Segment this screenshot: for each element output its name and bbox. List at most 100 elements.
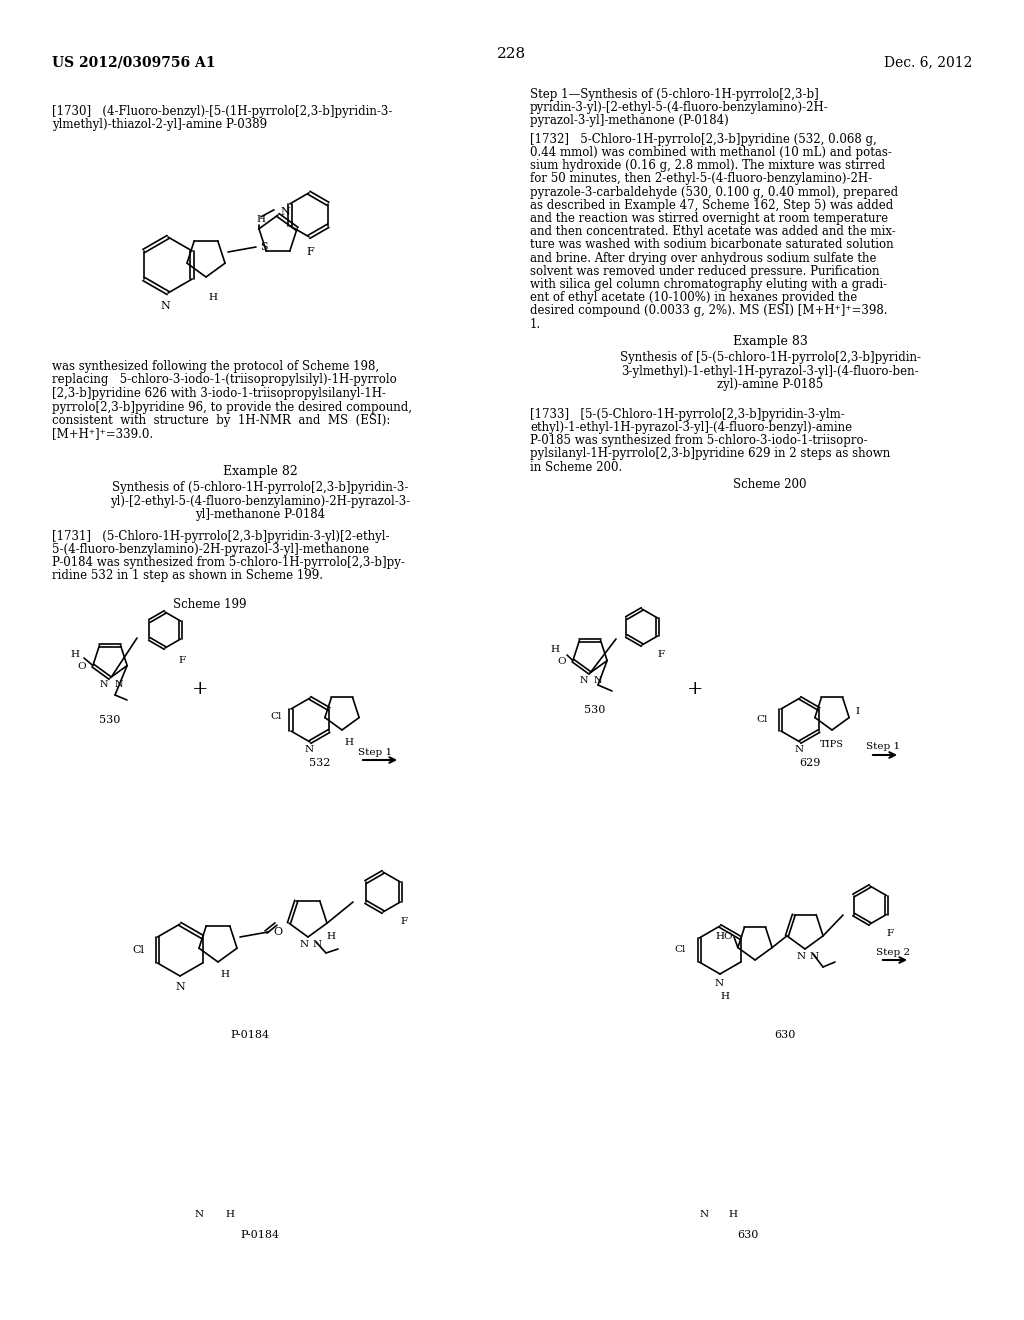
Text: Step 1: Step 1 bbox=[866, 742, 900, 751]
Text: 530: 530 bbox=[585, 705, 605, 715]
Text: N: N bbox=[313, 940, 323, 949]
Text: P-0184 was synthesized from 5-chloro-1H-pyrrolo[2,3-b]py-: P-0184 was synthesized from 5-chloro-1H-… bbox=[52, 556, 404, 569]
Text: [1731]   (5-Chloro-1H-pyrrolo[2,3-b]pyridin-3-yl)[2-ethyl-: [1731] (5-Chloro-1H-pyrrolo[2,3-b]pyridi… bbox=[52, 531, 389, 543]
Text: 630: 630 bbox=[774, 1030, 796, 1040]
Text: H: H bbox=[326, 932, 335, 941]
Text: replacing   5-chloro-3-iodo-1-(triisopropylsilyl)-1H-pyrrolo: replacing 5-chloro-3-iodo-1-(triisopropy… bbox=[52, 374, 396, 387]
Text: I: I bbox=[855, 708, 859, 715]
Text: Example 83: Example 83 bbox=[732, 335, 808, 348]
Text: N: N bbox=[715, 979, 724, 987]
Text: F: F bbox=[306, 247, 313, 257]
Text: Cl: Cl bbox=[674, 945, 685, 954]
Text: Scheme 200: Scheme 200 bbox=[733, 478, 807, 491]
Text: 630: 630 bbox=[737, 1230, 759, 1239]
Text: +: + bbox=[191, 680, 208, 698]
Text: N: N bbox=[795, 744, 804, 754]
Text: N: N bbox=[115, 680, 124, 689]
Text: P-0184: P-0184 bbox=[230, 1030, 269, 1040]
Text: and brine. After drying over anhydrous sodium sulfate the: and brine. After drying over anhydrous s… bbox=[530, 252, 877, 264]
Text: HO: HO bbox=[715, 932, 732, 941]
Text: N: N bbox=[195, 1210, 204, 1218]
Text: N: N bbox=[160, 301, 170, 312]
Text: ylmethyl)-thiazol-2-yl]-amine P-0389: ylmethyl)-thiazol-2-yl]-amine P-0389 bbox=[52, 117, 267, 131]
Text: Scheme 199: Scheme 199 bbox=[173, 598, 247, 611]
Text: F: F bbox=[178, 656, 185, 665]
Text: ridine 532 in 1 step as shown in Scheme 199.: ridine 532 in 1 step as shown in Scheme … bbox=[52, 569, 323, 582]
Text: Step 1: Step 1 bbox=[358, 748, 392, 756]
Text: H: H bbox=[208, 293, 217, 302]
Text: Step 1—Synthesis of (5-chloro-1H-pyrrolo[2,3-b]: Step 1—Synthesis of (5-chloro-1H-pyrrolo… bbox=[530, 88, 819, 102]
Text: O: O bbox=[557, 657, 565, 667]
Text: Cl: Cl bbox=[132, 945, 144, 954]
Text: 530: 530 bbox=[99, 715, 121, 725]
Text: was synthesized following the protocol of Scheme 198,: was synthesized following the protocol o… bbox=[52, 360, 379, 374]
Text: N: N bbox=[100, 680, 109, 689]
Text: N: N bbox=[594, 676, 602, 685]
Text: H: H bbox=[256, 215, 265, 224]
Text: N: N bbox=[700, 1210, 710, 1218]
Text: Example 82: Example 82 bbox=[222, 465, 297, 478]
Text: 228: 228 bbox=[498, 48, 526, 61]
Text: Synthesis of (5-chloro-1H-pyrrolo[2,3-b]pyridin-3-: Synthesis of (5-chloro-1H-pyrrolo[2,3-b]… bbox=[112, 480, 409, 494]
Text: as described in Example 47, Scheme 162, Step 5) was added: as described in Example 47, Scheme 162, … bbox=[530, 199, 893, 211]
Text: 532: 532 bbox=[309, 758, 331, 768]
Text: F: F bbox=[886, 929, 893, 939]
Text: Cl: Cl bbox=[756, 715, 767, 723]
Text: [1730]   (4-Fluoro-benzyl)-[5-(1H-pyrrolo[2,3-b]pyridin-3-: [1730] (4-Fluoro-benzyl)-[5-(1H-pyrrolo[… bbox=[52, 106, 392, 117]
Text: [M+H⁺]⁺=339.0.: [M+H⁺]⁺=339.0. bbox=[52, 428, 154, 441]
Text: pyridin-3-yl)-[2-ethyl-5-(4-fluoro-benzylamino)-2H-: pyridin-3-yl)-[2-ethyl-5-(4-fluoro-benzy… bbox=[530, 102, 828, 114]
Text: TIPS: TIPS bbox=[820, 741, 844, 748]
Text: +: + bbox=[687, 680, 703, 698]
Text: ture was washed with sodium bicarbonate saturated solution: ture was washed with sodium bicarbonate … bbox=[530, 239, 894, 251]
Text: S: S bbox=[260, 242, 268, 252]
Text: ent of ethyl acetate (10-100%) in hexanes provided the: ent of ethyl acetate (10-100%) in hexane… bbox=[530, 292, 857, 304]
Text: P-0185 was synthesized from 5-chloro-3-iodo-1-triisopro-: P-0185 was synthesized from 5-chloro-3-i… bbox=[530, 434, 867, 447]
Text: N: N bbox=[810, 952, 819, 961]
Text: Step 2: Step 2 bbox=[876, 948, 910, 957]
Text: F: F bbox=[400, 917, 408, 927]
Text: Synthesis of [5-(5-chloro-1H-pyrrolo[2,3-b]pyridin-: Synthesis of [5-(5-chloro-1H-pyrrolo[2,3… bbox=[620, 351, 921, 364]
Text: for 50 minutes, then 2-ethyl-5-(4-fluoro-benzylamino)-2H-: for 50 minutes, then 2-ethyl-5-(4-fluoro… bbox=[530, 173, 872, 185]
Text: 1.: 1. bbox=[530, 318, 541, 330]
Text: N: N bbox=[797, 952, 806, 961]
Text: F: F bbox=[657, 649, 665, 659]
Text: H: H bbox=[550, 645, 559, 653]
Text: N: N bbox=[175, 982, 184, 993]
Text: [1732]   5-Chloro-1H-pyrrolo[2,3-b]pyridine (532, 0.068 g,: [1732] 5-Chloro-1H-pyrrolo[2,3-b]pyridin… bbox=[530, 133, 877, 147]
Text: H: H bbox=[70, 649, 79, 659]
Text: yl)-[2-ethyl-5-(4-fluoro-benzylamino)-2H-pyrazol-3-: yl)-[2-ethyl-5-(4-fluoro-benzylamino)-2H… bbox=[110, 495, 411, 507]
Text: and the reaction was stirred overnight at room temperature: and the reaction was stirred overnight a… bbox=[530, 213, 888, 224]
Text: and then concentrated. Ethyl acetate was added and the mix-: and then concentrated. Ethyl acetate was… bbox=[530, 226, 896, 238]
Text: in Scheme 200.: in Scheme 200. bbox=[530, 461, 623, 474]
Text: [1733]   [5-(5-Chloro-1H-pyrrolo[2,3-b]pyridin-3-ylm-: [1733] [5-(5-Chloro-1H-pyrrolo[2,3-b]pyr… bbox=[530, 408, 845, 421]
Text: ethyl)-1-ethyl-1H-pyrazol-3-yl]-(4-fluoro-benzyl)-amine: ethyl)-1-ethyl-1H-pyrazol-3-yl]-(4-fluor… bbox=[530, 421, 852, 434]
Text: H: H bbox=[728, 1210, 737, 1218]
Text: H: H bbox=[344, 738, 353, 747]
Text: desired compound (0.0033 g, 2%). MS (ESI) [M+H⁺]⁺=398.: desired compound (0.0033 g, 2%). MS (ESI… bbox=[530, 305, 888, 317]
Text: yl]-methanone P-0184: yl]-methanone P-0184 bbox=[195, 508, 325, 521]
Text: pyrazole-3-carbaldehyde (530, 0.100 g, 0.40 mmol), prepared: pyrazole-3-carbaldehyde (530, 0.100 g, 0… bbox=[530, 186, 898, 198]
Text: with silica gel column chromatography eluting with a gradi-: with silica gel column chromatography el… bbox=[530, 279, 887, 290]
Text: H: H bbox=[225, 1210, 234, 1218]
Text: O: O bbox=[273, 927, 283, 937]
Text: N: N bbox=[580, 676, 589, 685]
Text: sium hydroxide (0.16 g, 2.8 mmol). The mixture was stirred: sium hydroxide (0.16 g, 2.8 mmol). The m… bbox=[530, 160, 885, 172]
Text: consistent  with  structure  by  1H-NMR  and  MS  (ESI):: consistent with structure by 1H-NMR and … bbox=[52, 414, 390, 426]
Text: N: N bbox=[300, 940, 309, 949]
Text: P-0184: P-0184 bbox=[241, 1230, 280, 1239]
Text: pyrazol-3-yl]-methanone (P-0184): pyrazol-3-yl]-methanone (P-0184) bbox=[530, 114, 729, 127]
Text: Dec. 6, 2012: Dec. 6, 2012 bbox=[884, 55, 972, 69]
Text: zyl)-amine P-0185: zyl)-amine P-0185 bbox=[717, 378, 823, 391]
Text: solvent was removed under reduced pressure. Purification: solvent was removed under reduced pressu… bbox=[530, 265, 880, 277]
Text: H: H bbox=[220, 970, 229, 979]
Text: 0.44 mmol) was combined with methanol (10 mL) and potas-: 0.44 mmol) was combined with methanol (1… bbox=[530, 147, 892, 158]
Text: H: H bbox=[720, 993, 729, 1001]
Text: N: N bbox=[280, 207, 290, 216]
Text: 629: 629 bbox=[800, 758, 820, 768]
Text: [2,3-b]pyridine 626 with 3-iodo-1-triisopropylsilanyl-1H-: [2,3-b]pyridine 626 with 3-iodo-1-triiso… bbox=[52, 387, 386, 400]
Text: 5-(4-fluoro-benzylamino)-2H-pyrazol-3-yl]-methanone: 5-(4-fluoro-benzylamino)-2H-pyrazol-3-yl… bbox=[52, 543, 369, 556]
Text: pylsilanyl-1H-pyrrolo[2,3-b]pyridine 629 in 2 steps as shown: pylsilanyl-1H-pyrrolo[2,3-b]pyridine 629… bbox=[530, 447, 890, 461]
Text: pyrrolo[2,3-b]pyridine 96, to provide the desired compound,: pyrrolo[2,3-b]pyridine 96, to provide th… bbox=[52, 400, 412, 413]
Text: N: N bbox=[305, 744, 314, 754]
Text: Cl: Cl bbox=[270, 711, 282, 721]
